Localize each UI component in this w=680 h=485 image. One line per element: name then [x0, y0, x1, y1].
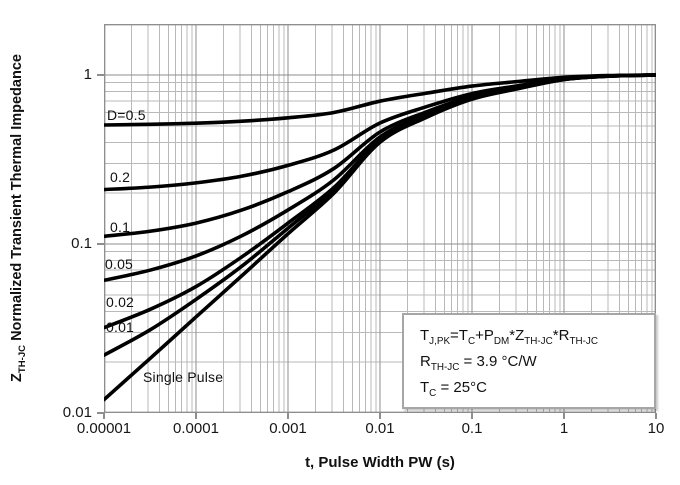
x-axis-title: t, Pulse Width PW (s): [305, 454, 455, 471]
conditions-box: TJ,PK=TC+PDM*ZTH-JC*RTH-JC RTH-JC = 3.9 …: [402, 313, 656, 409]
x-tick-label-0.00001: 0.00001: [76, 420, 132, 437]
x-tick-label-0.0001: 0.0001: [173, 420, 219, 437]
rth-jc-line: RTH-JC = 3.9 °C/W: [420, 353, 537, 373]
x-tick-mark: [287, 413, 289, 419]
x-tick-mark: [103, 413, 105, 419]
y-axis-title: ZTH-JC Normalized Transient Thermal Impe…: [9, 54, 28, 382]
y-tick-label-0.01: 0.01: [62, 404, 92, 421]
plot-area: D=0.5 0.2 0.1 0.05 0.02 0.01 Single Pulse TJ,P…: [104, 24, 656, 413]
curve-single-pulse: [104, 73, 656, 402]
curve-label-single-pulse: Single Pulse: [143, 369, 224, 385]
y-tick-mark: [97, 243, 104, 245]
x-tick-label-0.001: 0.001: [269, 420, 307, 437]
curve-label-d-0.05: 0.05: [105, 256, 134, 272]
x-tick-mark: [655, 413, 657, 419]
x-tick-label-0.01: 0.01: [365, 420, 395, 437]
x-tick-label-1: 1: [559, 420, 569, 437]
curve-label-d-0.1: 0.1: [110, 219, 131, 235]
curve-label-d-0.01: 0.01: [106, 319, 135, 335]
curve-label-d-0.2: 0.2: [110, 169, 131, 185]
equation-line: TJ,PK=TC+PDM*ZTH-JC*RTH-JC: [420, 327, 598, 347]
plot-border: [104, 24, 656, 413]
x-tick-mark: [195, 413, 197, 419]
y-tick-mark: [97, 412, 104, 414]
y-tick-label-0.1: 0.1: [71, 235, 92, 252]
x-tick-mark: [471, 413, 473, 419]
curve-label-d-0.5: D=0.5: [107, 107, 146, 123]
x-tick-label-0.1: 0.1: [461, 420, 483, 437]
x-tick-label-10: 10: [647, 420, 665, 437]
x-tick-mark: [563, 413, 565, 419]
x-tick-mark: [379, 413, 381, 419]
y-tick-mark: [97, 74, 104, 76]
y-tick-label-1: 1: [83, 66, 92, 83]
tc-line: TC = 25°C: [420, 379, 487, 399]
curve-label-d-0.02: 0.02: [106, 294, 135, 310]
